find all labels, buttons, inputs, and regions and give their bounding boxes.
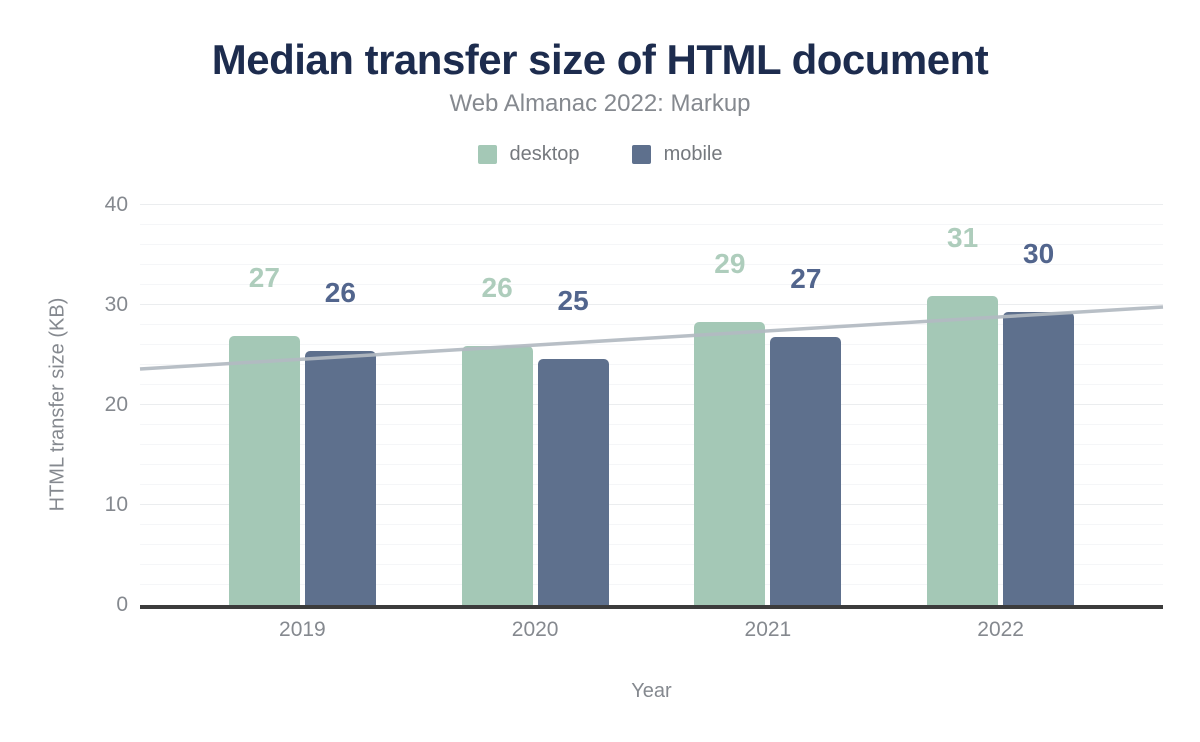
bar-groups: 27 26 26 25 29 27 31 30 [140,205,1163,605]
y-axis-ticks: 0 10 20 30 40 [56,193,128,616]
bar-group-2021: 29 27 [652,205,885,605]
major-gridline [140,504,1163,505]
bar-value-label: 26 [324,277,356,308]
x-axis-title: Year [631,680,672,702]
bar-mobile-2019[interactable]: 26 [304,277,376,605]
bar-group-2022: 31 30 [884,205,1117,605]
y-tick-label: 40 [104,193,128,216]
minor-gridline [140,284,1163,285]
minor-gridline [140,564,1163,565]
bar-mobile-2021[interactable]: 27 [770,263,842,605]
chart-title: Median transfer size of HTML document [211,36,989,83]
legend-item-desktop[interactable]: desktop [477,143,580,166]
x-tick-label-2019: 2019 [279,618,326,641]
bar-value-label: 27 [790,263,822,294]
bar-desktop-2020[interactable]: 26 [461,272,533,605]
x-axis-ticks: 2019 2020 2021 2022 [140,618,1163,642]
x-tick-label-2022: 2022 [977,618,1024,641]
chart-subtitle: Web Almanac 2022: Markup [449,90,751,117]
minor-gridline [140,364,1163,365]
bar-value-label: 27 [248,262,280,293]
minor-gridline [140,444,1163,445]
bar-value-label: 31 [947,222,979,253]
minor-gridline [140,524,1163,525]
major-gridline [140,204,1163,205]
bar-value-label: 30 [1023,238,1055,269]
bar-value-label: 25 [557,285,589,316]
y-tick-label: 10 [104,493,128,516]
bar-mobile-2020[interactable]: 25 [537,285,609,605]
x-tick-label-2020: 2020 [511,618,559,641]
y-tick-label: 30 [104,293,128,316]
plot-area: 27 26 26 25 29 27 31 30 [139,204,1164,609]
minor-gridline [140,344,1163,345]
bar-group-2019: 27 26 [186,205,419,605]
legend-swatch-mobile [631,145,651,164]
minor-gridline [140,384,1163,385]
y-tick-label: 0 [116,593,128,616]
legend-swatch-desktop [477,145,497,164]
minor-gridline [140,424,1163,425]
trend-line [139,305,1164,371]
bar-value-label: 26 [481,272,513,303]
bar-desktop-2021[interactable]: 29 [694,248,766,605]
major-gridline [140,404,1163,405]
bar-desktop-2019[interactable]: 27 [228,262,300,605]
legend-label: mobile [663,143,723,165]
major-gridline [140,304,1163,305]
y-tick-label: 20 [104,393,128,416]
minor-gridline [140,244,1163,245]
bar-mobile-2022[interactable]: 30 [1003,238,1075,605]
bar-desktop-2022[interactable]: 31 [927,222,999,605]
legend: desktop mobile [0,143,1200,166]
minor-gridline [140,584,1163,585]
legend-item-mobile[interactable]: mobile [631,143,723,166]
minor-gridline [140,264,1163,265]
minor-gridline [140,484,1163,485]
minor-gridline [140,544,1163,545]
bar-value-label: 29 [714,248,746,279]
bar-group-2020: 26 25 [419,205,652,605]
y-axis-title: HTML transfer size (KB) [46,297,69,512]
minor-gridline [140,324,1163,325]
minor-gridline [140,464,1163,465]
legend-label: desktop [509,143,580,165]
x-tick-label-2021: 2021 [744,618,792,641]
minor-gridline [140,224,1163,225]
